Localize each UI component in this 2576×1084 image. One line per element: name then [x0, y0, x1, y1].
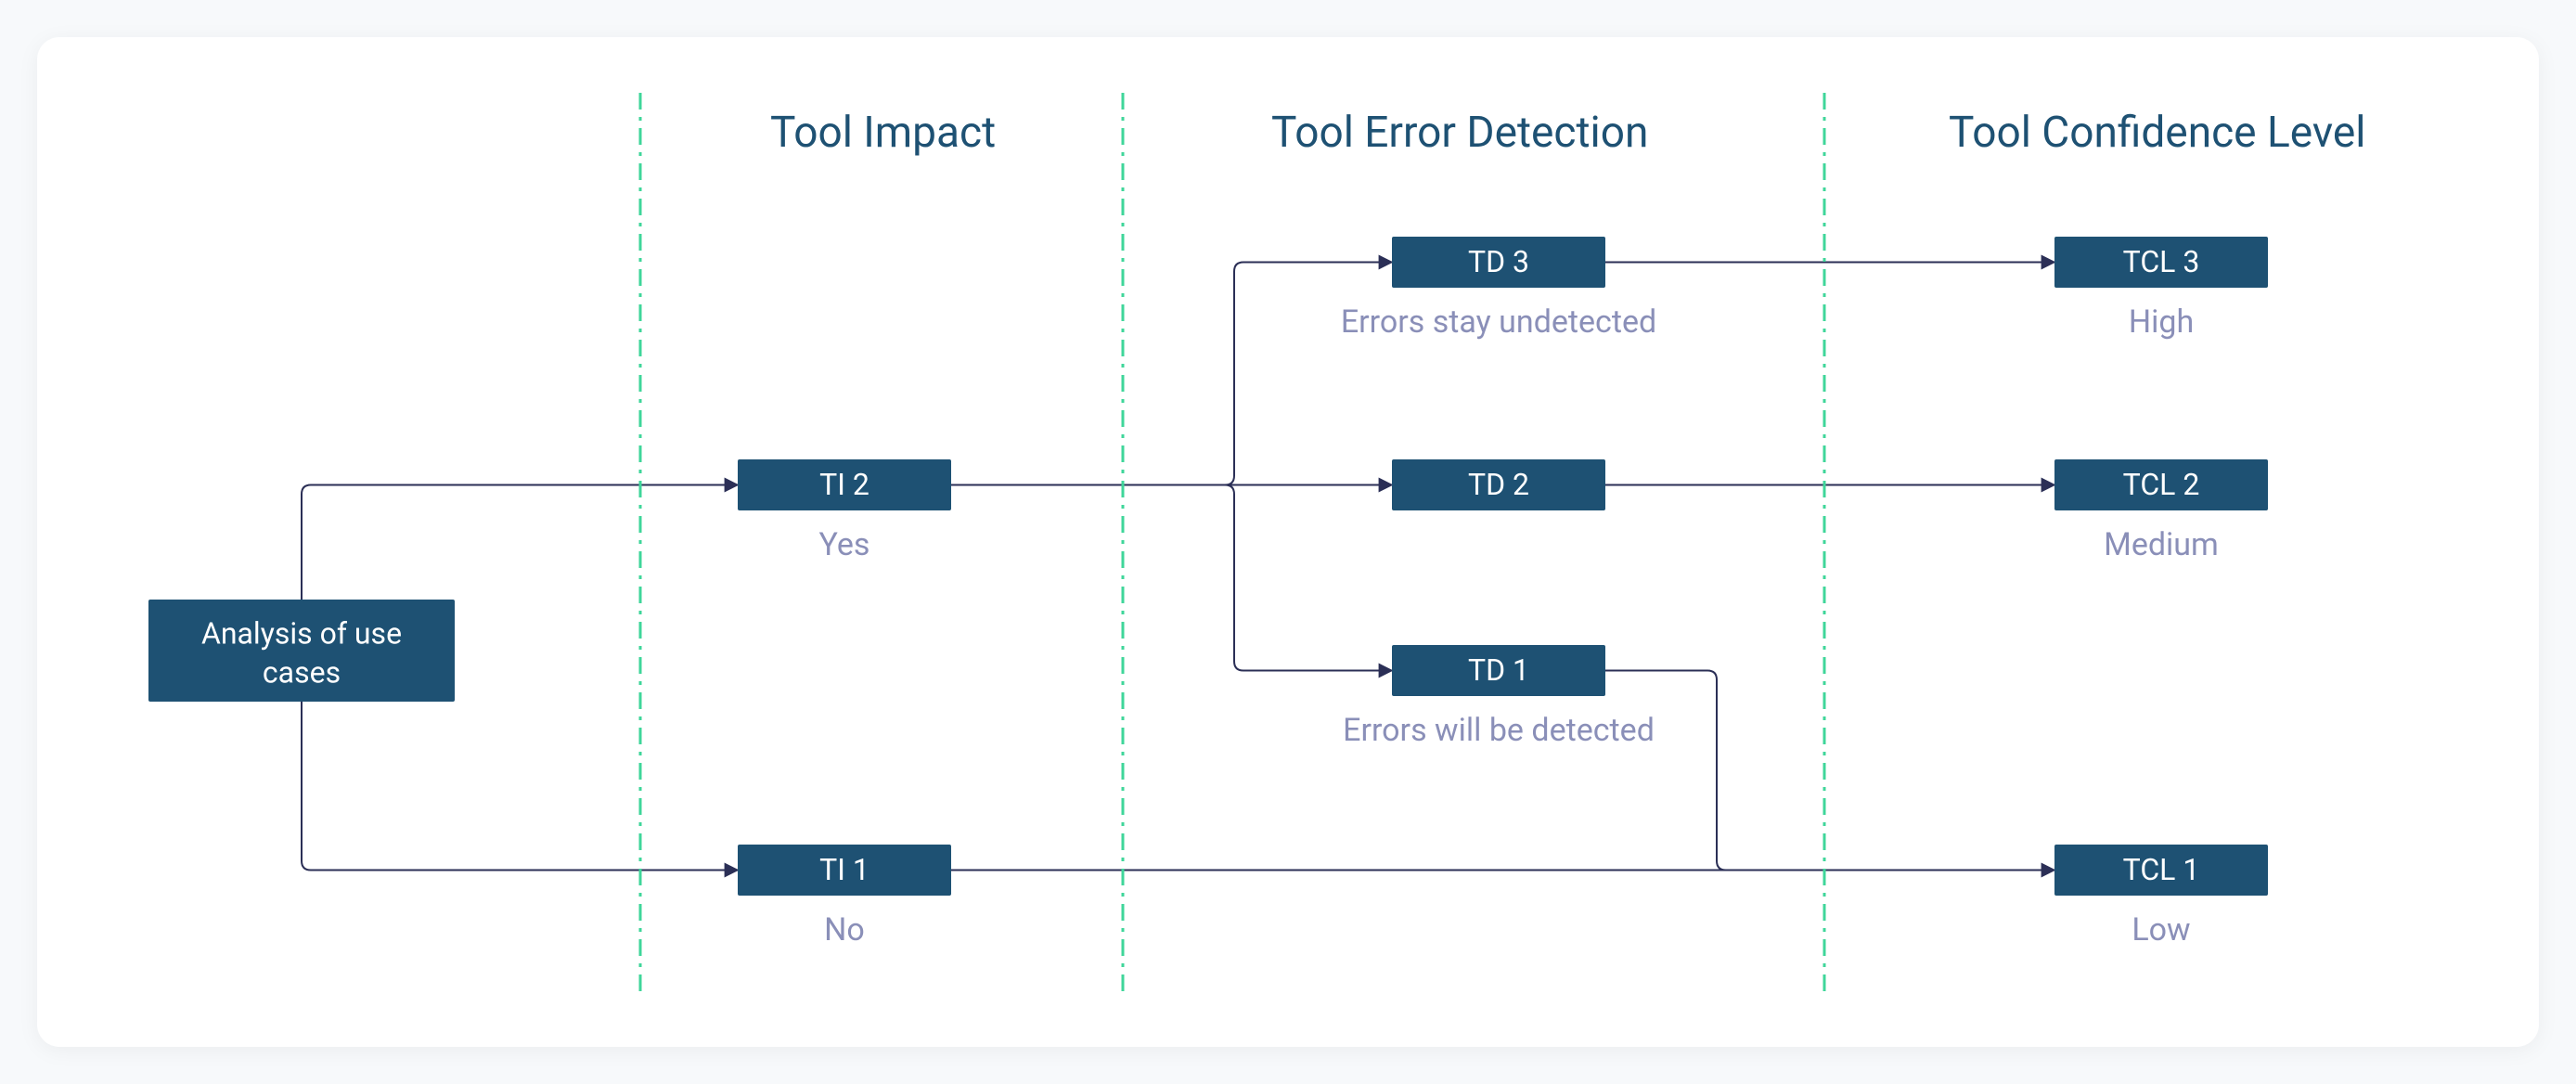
node-sublabel: Yes [819, 526, 870, 563]
node-label: Analysis of use [201, 615, 402, 651]
node-tcl1: TCL 1 Low [2054, 845, 2268, 948]
node-sublabel: Errors stay undetected [1341, 303, 1656, 341]
diagram-card: Analysis of usecases TI 2 Yes TI 1 No TD 3 Err… [37, 37, 2539, 1047]
column-header-detection: Tool Error Detection [1271, 108, 1648, 158]
node-label: TCL 1 [2123, 852, 2200, 887]
node-sublabel: Low [2132, 911, 2190, 948]
node-sublabel: High [2129, 303, 2194, 341]
column-header-tcl: Tool Confidence Level [1949, 108, 2365, 158]
node-td2: TD 2 [1392, 459, 1605, 510]
edge-ti2-td3 [951, 263, 1392, 485]
node-td1: TD 1 Errors will be detected [1343, 645, 1655, 749]
node-label: cases [263, 654, 341, 690]
node-label: TD 3 [1468, 244, 1529, 279]
node-ti2: TI 2 Yes [738, 459, 951, 563]
node-label: TD 1 [1468, 652, 1529, 688]
node-td3: TD 3 Errors stay undetected [1341, 237, 1656, 341]
flow-diagram: Analysis of usecases TI 2 Yes TI 1 No TD 3 Err… [37, 37, 2539, 1047]
edge-td1-tcl1 [1605, 671, 2054, 871]
edge-start-ti1 [302, 702, 738, 871]
node-label: TD 2 [1468, 467, 1529, 502]
node-sublabel: No [824, 911, 865, 948]
node-sublabel: Medium [2104, 526, 2219, 563]
node-label: TCL 2 [2123, 467, 2200, 502]
node-label: TCL 3 [2123, 244, 2200, 279]
node-sublabel: Errors will be detected [1343, 712, 1655, 749]
nodes-layer: Analysis of usecases TI 2 Yes TI 1 No TD 3 Err… [148, 237, 2268, 948]
column-header-impact: Tool Impact [770, 108, 996, 158]
headers-layer: Tool Impact Tool Error Detection Tool Conf… [770, 108, 2365, 158]
node-start: Analysis of usecases [148, 600, 455, 702]
edge-ti2-td1 [951, 485, 1392, 671]
edge-start-ti2 [302, 485, 738, 600]
node-label: TI 2 [819, 467, 869, 502]
node-tcl2: TCL 2 Medium [2054, 459, 2268, 563]
node-ti1: TI 1 No [738, 845, 951, 948]
node-tcl3: TCL 3 High [2054, 237, 2268, 341]
node-label: TI 1 [819, 852, 869, 887]
edges-layer [302, 263, 2054, 871]
